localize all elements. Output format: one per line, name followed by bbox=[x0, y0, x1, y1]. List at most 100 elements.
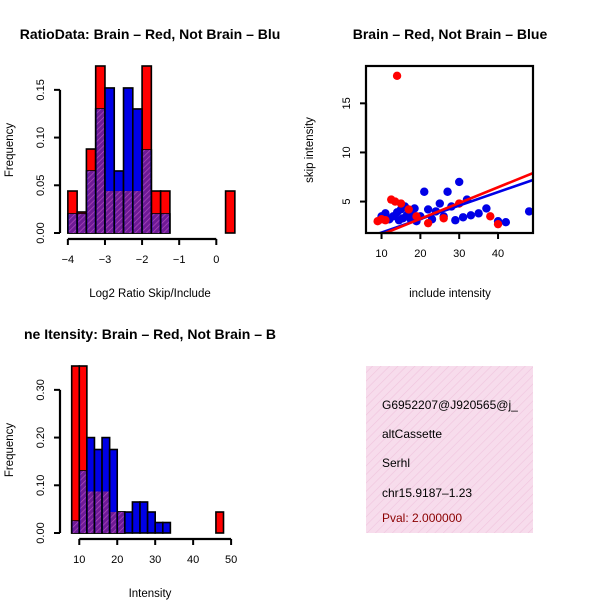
point-not-brain bbox=[443, 187, 452, 196]
y-tick-label: 0.00 bbox=[35, 222, 47, 243]
intensity-histogram-ylabel: Frequency bbox=[4, 423, 16, 478]
y-tick-label: 15 bbox=[341, 97, 353, 109]
bar-overlap bbox=[115, 191, 123, 233]
x-tick-label: 40 bbox=[187, 554, 199, 566]
info-line-1: G6952207@J920565@j_ bbox=[382, 398, 518, 412]
point-brain bbox=[486, 212, 495, 221]
point-brain bbox=[439, 214, 448, 223]
x-tick-label: 0 bbox=[213, 254, 219, 266]
bar-not-brain bbox=[146, 511, 156, 534]
point-not-brain bbox=[458, 213, 468, 222]
intensity-histogram-axes: 10 20 30 40 50 0.00 0.10 0.20 0.30 bbox=[35, 379, 237, 566]
info-box: G6952207@J920565@j_ altCassette Serhl ch… bbox=[366, 366, 533, 533]
point-brain bbox=[381, 216, 390, 225]
scatter-plot-area bbox=[373, 71, 533, 233]
intensity-histogram: ne Itensity: Brain – Red, Not Brain – B … bbox=[4, 326, 276, 600]
bar-brain bbox=[70, 365, 81, 534]
bar-overlap bbox=[124, 191, 132, 233]
point-not-brain bbox=[501, 217, 511, 227]
bar-overlap bbox=[143, 149, 151, 233]
bar-overlap bbox=[96, 108, 104, 233]
bar-not-brain bbox=[131, 501, 141, 534]
info-line-2: altCassette bbox=[382, 427, 442, 441]
x-tick-label: −1 bbox=[173, 254, 186, 266]
point-not-brain bbox=[455, 177, 464, 187]
x-tick-label: 10 bbox=[375, 248, 387, 260]
bar-brain bbox=[224, 190, 236, 234]
y-tick-label: 0.20 bbox=[35, 427, 47, 448]
intensity-scatter-xlabel: include intensity bbox=[409, 288, 491, 300]
intensity-histogram-bars bbox=[70, 365, 225, 534]
info-line-4: chr15.9187–1.23 bbox=[382, 486, 472, 500]
info-line-3: Serhl bbox=[382, 456, 410, 470]
intensity-scatter-title: Brain – Red, Not Brain – Blue bbox=[353, 26, 548, 42]
y-tick-label: 10 bbox=[341, 146, 353, 158]
ratio-histogram-bars bbox=[67, 65, 236, 234]
point-not-brain bbox=[524, 207, 533, 216]
point-not-brain bbox=[474, 209, 483, 218]
y-tick-label: 0.30 bbox=[35, 379, 47, 400]
bar-overlap bbox=[105, 191, 114, 233]
y-tick-label: 0.10 bbox=[35, 127, 47, 148]
x-tick-label: 50 bbox=[225, 554, 237, 566]
bar-overlap bbox=[95, 491, 102, 533]
x-tick-label: 30 bbox=[149, 554, 161, 566]
point-not-brain bbox=[435, 199, 444, 208]
point-not-brain bbox=[466, 211, 476, 220]
point-not-brain bbox=[423, 205, 433, 214]
intensity-histogram-title: ne Itensity: Brain – Red, Not Brain – B bbox=[24, 326, 276, 342]
intensity-scatter-ylabel: skip intensity bbox=[304, 117, 316, 183]
x-tick-label: −3 bbox=[99, 254, 112, 266]
ratio-histogram-axes: −4 −3 −2 −1 0 0.00 0.05 0.10 0.15 bbox=[35, 79, 219, 266]
bar-overlap bbox=[72, 521, 79, 533]
bar-not-brain bbox=[161, 521, 172, 534]
bar-overlap bbox=[87, 170, 95, 233]
point-brain bbox=[404, 205, 413, 214]
bar-overlap bbox=[133, 191, 142, 233]
point-not-brain bbox=[420, 187, 429, 196]
ratio-histogram-xlabel: Log2 Ratio Skip/Include bbox=[89, 288, 210, 300]
y-tick-label: 0.10 bbox=[35, 475, 47, 496]
info-box-background bbox=[366, 366, 533, 533]
y-tick-label: 0.00 bbox=[35, 522, 47, 543]
y-tick-label: 0.15 bbox=[35, 79, 47, 100]
bar-brain bbox=[215, 511, 225, 534]
y-tick-label: 5 bbox=[341, 199, 353, 205]
y-tick-label: 0.05 bbox=[35, 175, 47, 196]
x-tick-label: 40 bbox=[492, 248, 504, 260]
bar-overlap bbox=[78, 213, 86, 233]
fit-line-brain bbox=[381, 171, 533, 233]
point-brain bbox=[396, 199, 406, 208]
point-brain bbox=[493, 219, 503, 229]
bar-overlap bbox=[118, 512, 124, 533]
x-tick-label: 10 bbox=[73, 554, 85, 566]
bar-overlap bbox=[80, 470, 86, 533]
intensity-histogram-xlabel: Intensity bbox=[129, 588, 172, 600]
intensity-scatter-frame bbox=[364, 64, 535, 235]
bar-overlap bbox=[68, 213, 77, 233]
bar-overlap bbox=[110, 512, 117, 533]
bar-not-brain bbox=[139, 501, 149, 534]
intensity-scatter-marks bbox=[373, 71, 533, 233]
bar-overlap bbox=[152, 213, 160, 233]
ratio-histogram: RatioData: Brain – Red, Not Brain – Blu … bbox=[4, 26, 280, 300]
x-tick-label: 20 bbox=[111, 554, 123, 566]
bar-not-brain bbox=[154, 521, 164, 534]
bar-overlap bbox=[103, 491, 109, 533]
bar-not-brain bbox=[124, 511, 134, 534]
point-brain bbox=[423, 218, 433, 228]
bar-overlap bbox=[161, 213, 169, 233]
point-not-brain bbox=[482, 204, 491, 213]
bar-overlap bbox=[87, 491, 94, 533]
ratio-histogram-title: RatioData: Brain – Red, Not Brain – Blu bbox=[20, 26, 281, 42]
intensity-scatter: Brain – Red, Not Brain – Blue 10 20 30 40 5 1… bbox=[304, 26, 547, 300]
x-tick-label: −4 bbox=[62, 254, 75, 266]
x-tick-label: 30 bbox=[453, 248, 465, 260]
x-tick-label: −2 bbox=[136, 254, 149, 266]
ratio-histogram-ylabel: Frequency bbox=[4, 123, 16, 178]
x-tick-label: 20 bbox=[414, 248, 426, 260]
point-not-brain bbox=[451, 216, 460, 225]
info-pval: Pval: 2.000000 bbox=[382, 511, 462, 525]
point-brain bbox=[392, 71, 402, 81]
